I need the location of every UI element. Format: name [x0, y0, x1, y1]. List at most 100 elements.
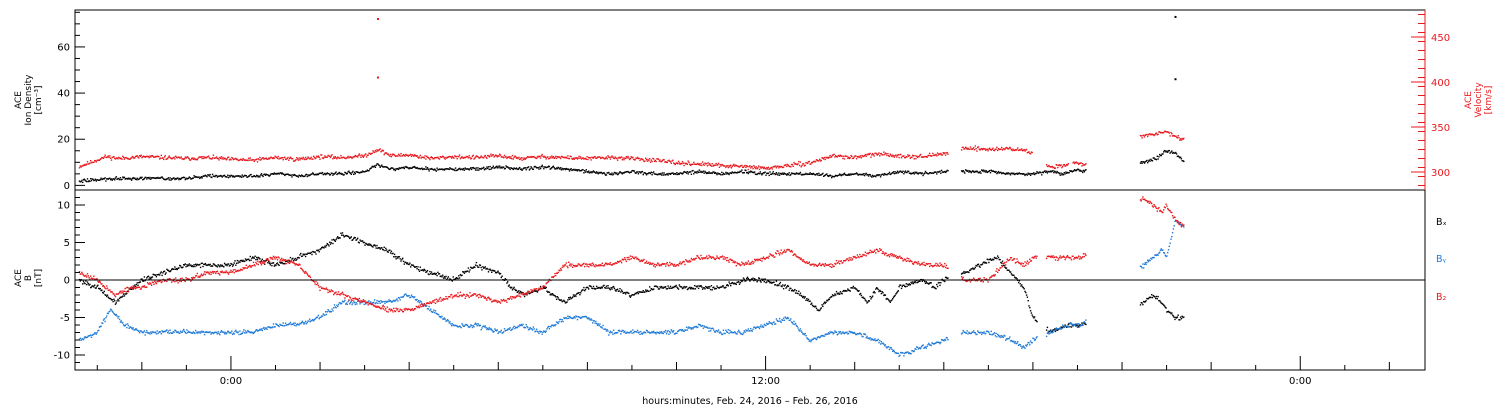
- density-point-1107: [979, 170, 981, 173]
- b-series-1-point-660: [608, 334, 610, 336]
- b-series-0-point-152: [200, 262, 203, 265]
- velocity-point-114: [170, 157, 172, 159]
- b-series-1-point-38: [109, 310, 111, 312]
- velocity-point-806: [725, 166, 727, 169]
- b-series-1-point-862: [770, 322, 772, 324]
- b-series-0-point-890: [792, 290, 794, 292]
- b-series-0-point-1196: [1059, 328, 1061, 330]
- b-series-0-point-453: [442, 274, 444, 276]
- velocity-point-834: [747, 168, 749, 171]
- density-point-1294: [1183, 160, 1185, 163]
- b-series-1-point-1113: [984, 332, 986, 335]
- density-point-592: [553, 167, 555, 169]
- velocity-point-246: [276, 156, 278, 158]
- b-series-0-point-687: [629, 296, 632, 298]
- density-point-1156: [1018, 172, 1021, 174]
- velocity-point-722: [657, 158, 660, 160]
- velocity-point-541: [512, 158, 514, 160]
- b-series-1-point-833: [746, 330, 749, 332]
- density-point-216: [252, 176, 254, 178]
- density-point-1227: [1075, 169, 1077, 172]
- b-series-0-point-498: [478, 266, 480, 268]
- velocity-point-151: [199, 156, 202, 158]
- b-series-0-point-1220: [1078, 324, 1081, 326]
- density-point-143: [193, 175, 195, 177]
- density-point-171: [215, 174, 218, 177]
- density-point-135: [187, 177, 189, 180]
- density-point-756: [685, 171, 687, 173]
- density-point-97: [156, 177, 158, 179]
- velocity-point-122: [176, 157, 178, 159]
- velocity-point-236: [268, 157, 270, 159]
- b-series-0-point-523: [498, 272, 500, 274]
- b-series-1-point-597: [557, 322, 559, 325]
- density-point-355: [363, 171, 365, 173]
- b-series-0-point-631: [584, 288, 587, 291]
- b-series-0-point-584: [547, 291, 549, 293]
- velocity-point-1119: [989, 147, 991, 149]
- density-point-624: [579, 170, 581, 172]
- b-series-0-point-901: [801, 295, 803, 297]
- b-series-0-point-341: [352, 239, 354, 241]
- b-series-1-point-611: [568, 315, 571, 318]
- velocity-point-414: [410, 155, 413, 158]
- b-series-0-point-287: [308, 252, 311, 254]
- density-point-1186: [1042, 171, 1045, 174]
- velocity-point-30: [102, 157, 105, 159]
- b-series-0-point-1280: [1180, 318, 1183, 320]
- density-point-438: [430, 168, 432, 170]
- b-series-1-point-437: [429, 309, 431, 312]
- b-series-0-point-280: [303, 254, 305, 256]
- velocity-point-361: [368, 152, 370, 154]
- velocity-point-319: [334, 156, 336, 158]
- b-series-0-point-779: [703, 287, 705, 289]
- velocity-point-884: [787, 164, 790, 167]
- b-series-0-point-106: [163, 270, 166, 272]
- velocity-point-1220: [1141, 137, 1143, 139]
- b-series-1-point-626: [580, 317, 583, 319]
- b-series-1-point-115: [171, 332, 173, 334]
- density-point-165: [211, 176, 213, 179]
- density-point-546: [516, 168, 518, 170]
- velocity-point-1271: [1182, 138, 1184, 141]
- b-series-0-point-302: [321, 247, 323, 249]
- density-point-790: [712, 171, 714, 173]
- b-series-0-point-1080: [944, 276, 947, 279]
- b-series-0-point-1089: [964, 271, 967, 273]
- velocity-point-595: [555, 157, 558, 160]
- b-series-1-point-110: [167, 331, 169, 334]
- density-point-894: [795, 172, 798, 174]
- velocity-point-359: [366, 154, 369, 157]
- density-point-919: [815, 173, 818, 175]
- velocity-point-1165: [1025, 148, 1028, 151]
- velocity-point-776: [701, 164, 703, 167]
- density-point-1029: [904, 171, 906, 173]
- velocity-point-587: [549, 156, 551, 158]
- density-point-783: [706, 172, 709, 174]
- b-series-1-point-681: [624, 332, 627, 334]
- velocity-point-1062: [930, 155, 932, 157]
- b-series-0-point-367: [373, 244, 375, 246]
- b-series-1-point-327: [341, 302, 343, 305]
- b-series-1-point-294: [314, 318, 316, 320]
- velocity-point-140: [191, 157, 193, 160]
- b-series-1-point-976: [861, 335, 863, 338]
- b-series-0-point-500: [479, 264, 482, 266]
- density-point-467: [453, 168, 455, 171]
- density-point-109: [166, 178, 168, 180]
- velocity-point-138: [189, 159, 191, 161]
- b-series-0-point-575: [539, 285, 542, 288]
- velocity-point-899: [799, 161, 802, 163]
- density-point-163: [209, 173, 211, 176]
- b-series-1-point-313: [329, 310, 332, 313]
- density-point-418: [414, 165, 416, 168]
- velocity-point-469: [454, 155, 457, 158]
- density-point-667: [613, 171, 616, 174]
- density-point-145: [195, 175, 197, 178]
- b-series-0-point-281: [304, 253, 306, 255]
- b-series-1-point-475: [459, 325, 462, 328]
- velocity-point-817: [734, 165, 736, 167]
- b-series-0-point-969: [855, 288, 858, 290]
- velocity-point-191: [231, 157, 234, 159]
- density-point-155: [203, 175, 205, 177]
